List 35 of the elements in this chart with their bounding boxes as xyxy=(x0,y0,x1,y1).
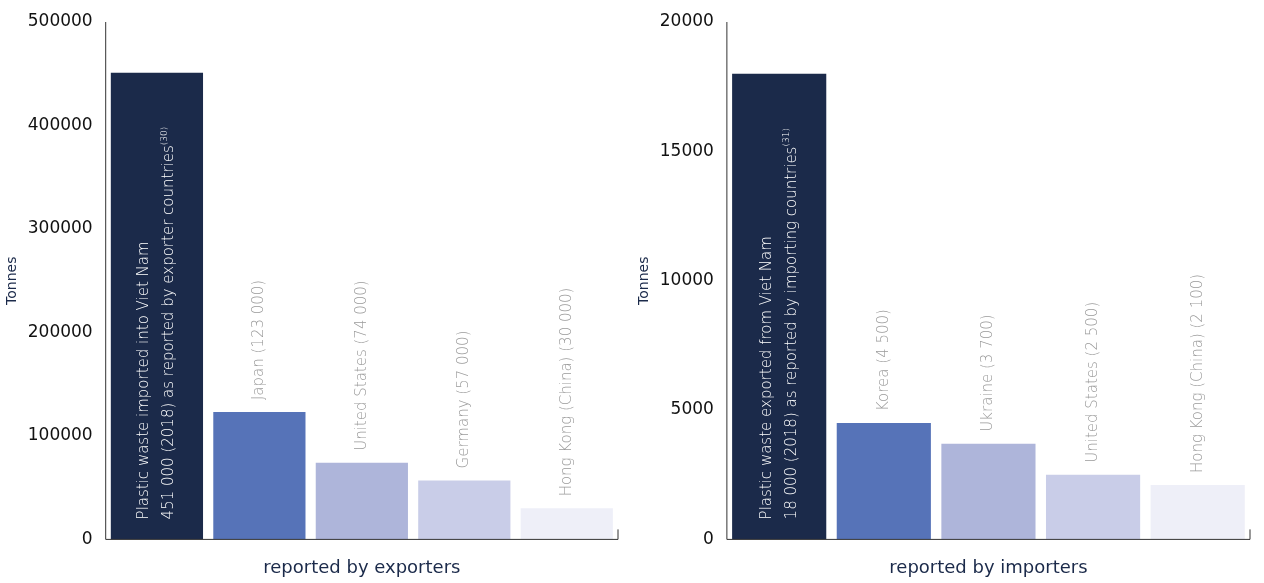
bar xyxy=(520,508,613,540)
bar xyxy=(732,73,827,540)
y-tick-label: 0 xyxy=(81,527,93,548)
data-label: Japan (123 000) xyxy=(249,279,268,401)
y-axis-title: Tonnes xyxy=(3,256,20,306)
data-label: Germany (57 000) xyxy=(454,330,473,469)
y-tick-label: 0 xyxy=(703,527,714,548)
y-tick-label: 100000 xyxy=(27,424,93,445)
bar xyxy=(1045,474,1141,540)
bar xyxy=(315,462,408,540)
y-tick-label: 20000 xyxy=(659,10,714,31)
data-label: Korea (4 500) xyxy=(873,309,892,411)
data-label: United States (74 000) xyxy=(351,280,370,451)
data-label: Plastic waste imported into Viet Nam 451 000 (2018) as reported by exporter countries(30) xyxy=(134,126,178,520)
y-tick-label: 400000 xyxy=(27,113,93,134)
y-tick-label: 300000 xyxy=(27,217,93,238)
y-tick-label: 15000 xyxy=(659,139,714,160)
data-label: Plastic waste exported from Viet Nam 18 000 (2018) as reported by importing countries(31) xyxy=(756,128,800,520)
y-tick-label: 200000 xyxy=(27,320,93,341)
x-axis-title: reported by importers xyxy=(889,555,1088,577)
data-label: Ukraine (3 700) xyxy=(978,314,997,432)
bar xyxy=(836,422,931,540)
y-axis-title: Tonnes xyxy=(635,256,652,306)
x-axis-title: reported by exporters xyxy=(263,555,461,577)
y-tick-label: 5000 xyxy=(670,398,714,419)
bar xyxy=(941,443,1036,540)
bar xyxy=(110,72,204,540)
y-tick-label: 10000 xyxy=(659,269,714,290)
bar xyxy=(213,412,306,540)
bar xyxy=(418,480,511,540)
y-tick-label: 500000 xyxy=(27,10,93,31)
bar xyxy=(1150,485,1245,540)
data-label: United States (2 500) xyxy=(1082,301,1101,463)
data-label: Hong Kong (China) (2 100) xyxy=(1187,273,1206,474)
data-label: Hong Kong (China) (30 000) xyxy=(556,287,575,497)
